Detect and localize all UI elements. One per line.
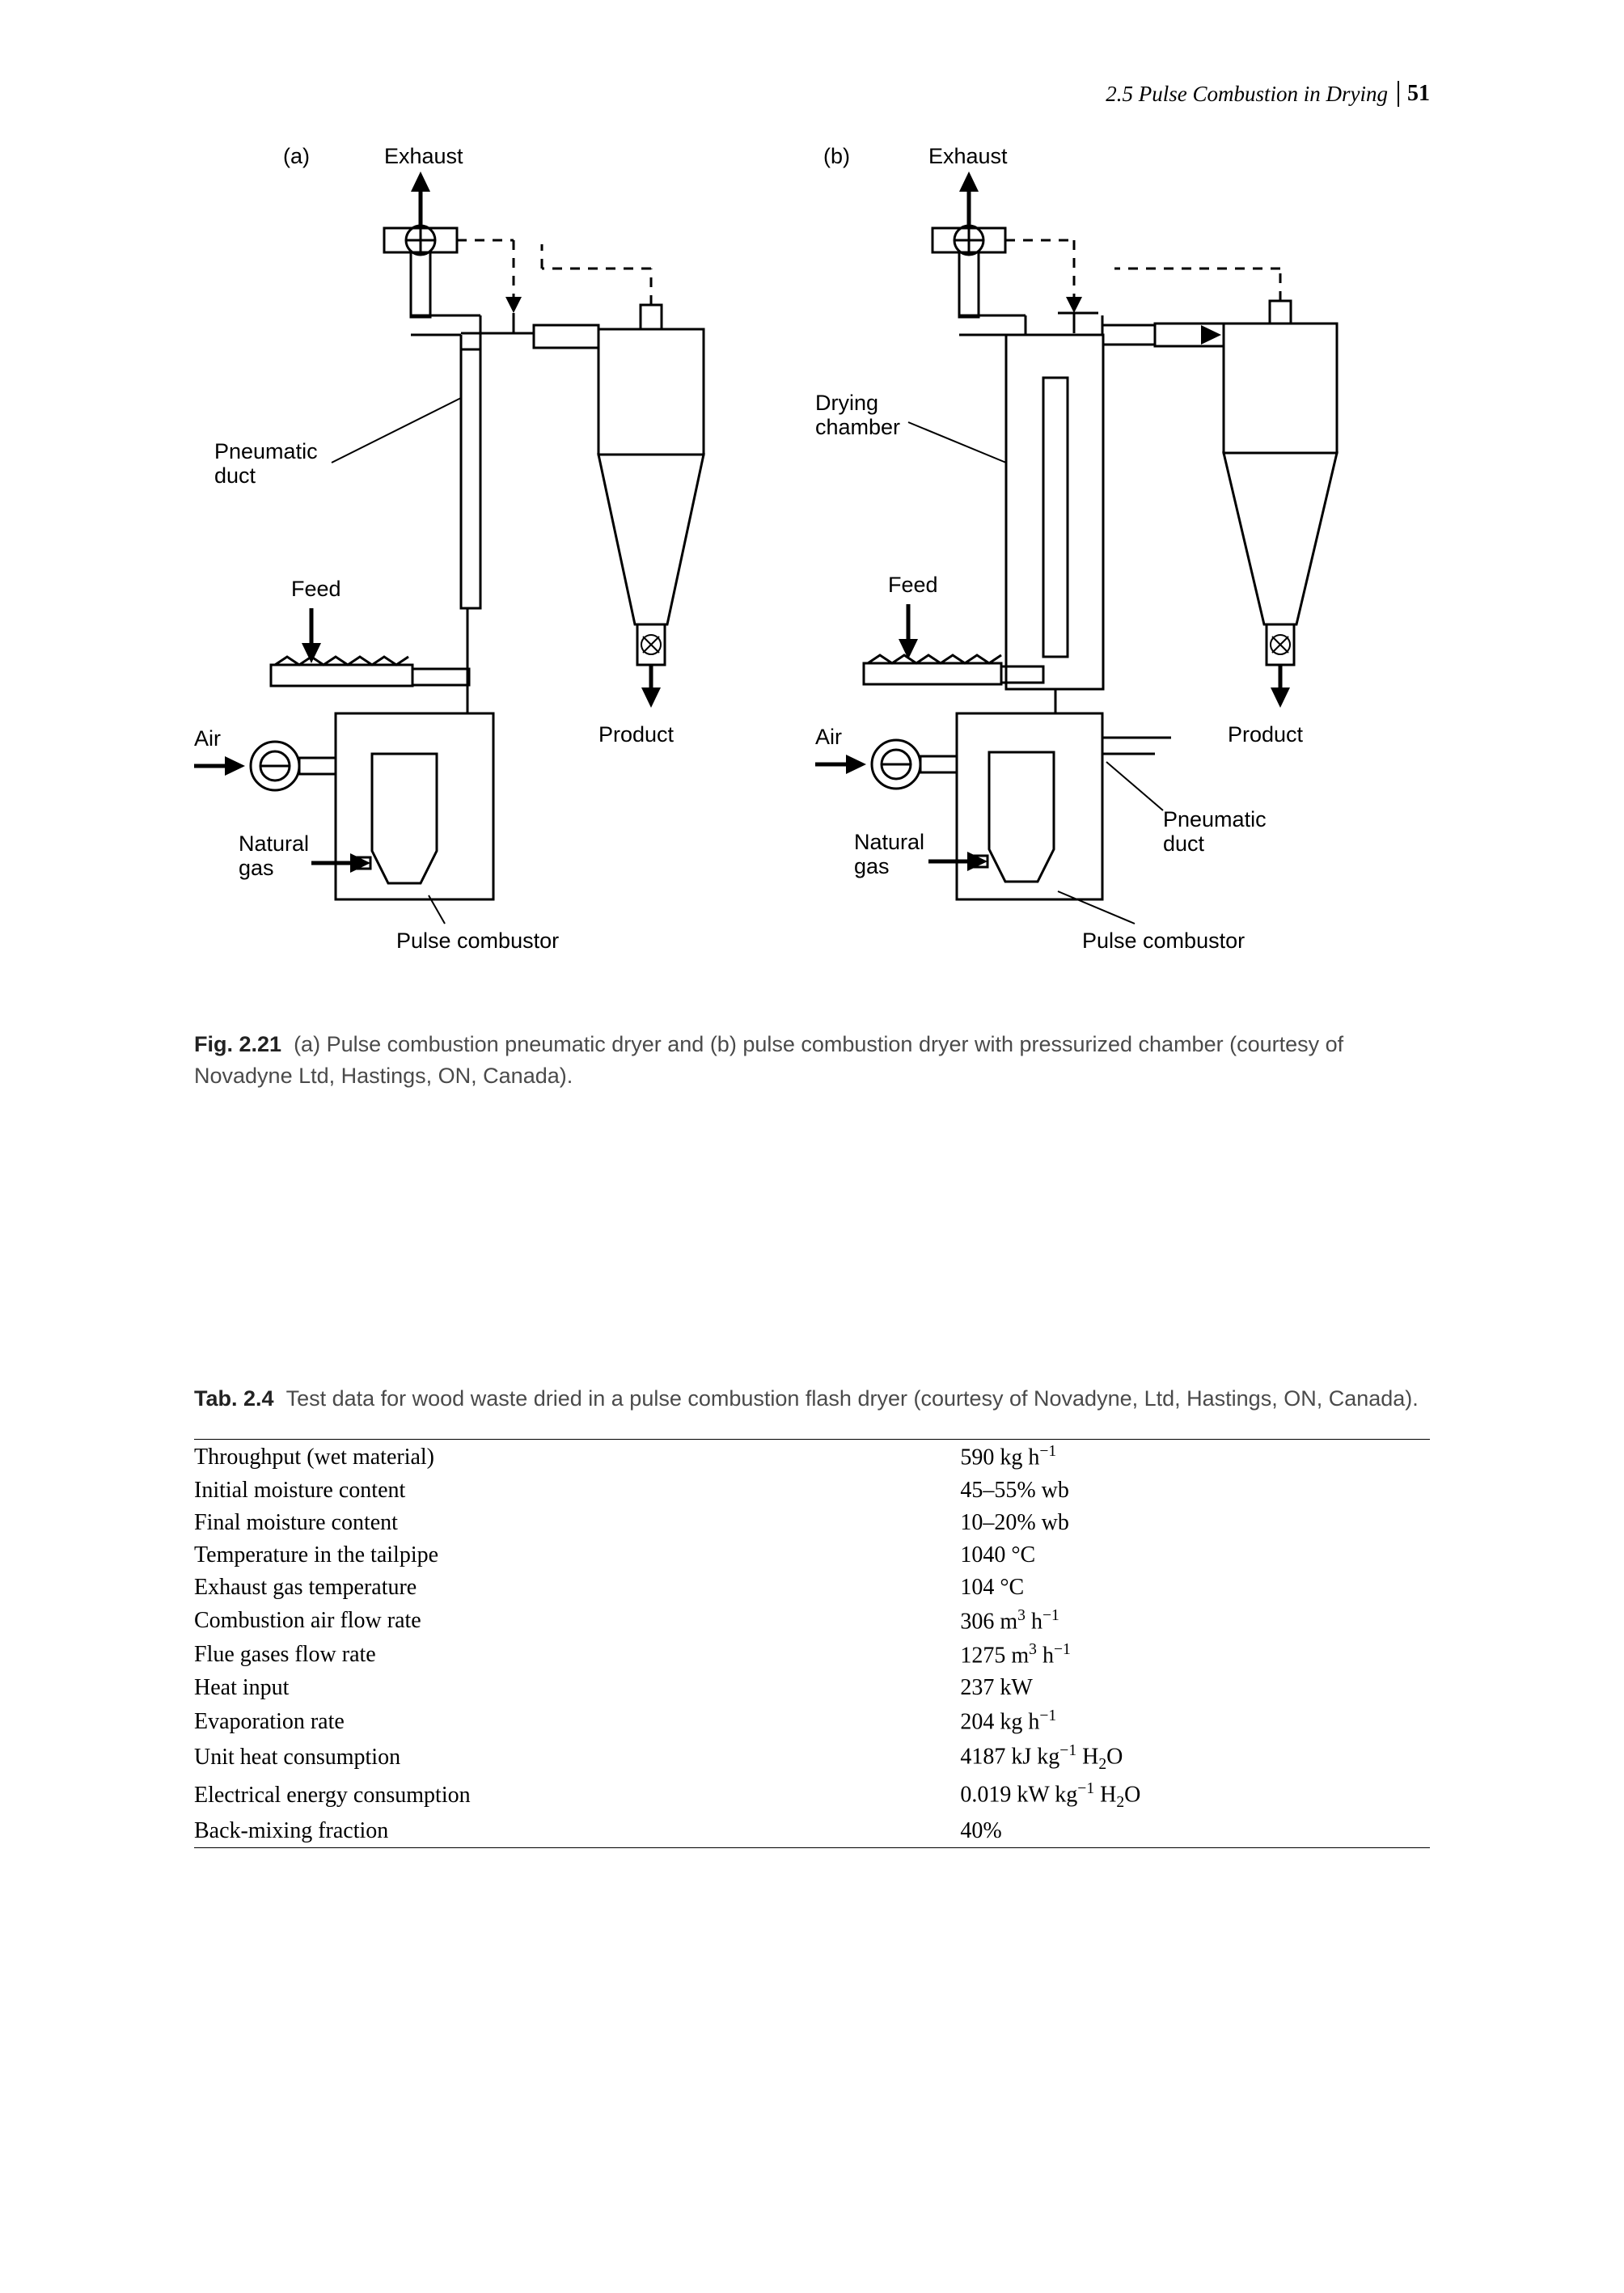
param-cell: Throughput (wet material) — [194, 1440, 960, 1474]
label-natgas-a: Natural gas — [239, 831, 315, 880]
label-pulsecomb-b: Pulse combustor — [1082, 929, 1245, 953]
label-product-a: Product — [598, 722, 675, 747]
table-row: Temperature in the tailpipe1040 °C — [194, 1539, 1430, 1572]
figure-diagrams: (a) Exhaust — [194, 139, 1430, 996]
param-cell: Flue gases flow rate — [194, 1638, 960, 1672]
table-row: Electrical energy consumption0.019 kW kg… — [194, 1777, 1430, 1815]
table-row: Final moisture content10–20% wb — [194, 1507, 1430, 1539]
label-feed-a: Feed — [291, 577, 341, 601]
value-cell: 1040 °C — [960, 1539, 1430, 1572]
param-cell: Evaporation rate — [194, 1704, 960, 1738]
value-cell: 0.019 kW kg−1 H2O — [960, 1777, 1430, 1815]
value-cell: 237 kW — [960, 1672, 1430, 1704]
param-cell: Temperature in the tailpipe — [194, 1539, 960, 1572]
label-air-b: Air — [815, 725, 842, 749]
cyclone-b — [933, 226, 1082, 313]
label-feed-b: Feed — [888, 573, 938, 597]
label-product-b: Product — [1228, 722, 1304, 747]
table-caption: Tab. 2.4 Test data for wood waste dried … — [194, 1383, 1430, 1415]
label-natgas-b: Natural gas — [854, 830, 931, 878]
table-row: Unit heat consumption4187 kJ kg−1 H2O — [194, 1739, 1430, 1777]
table-row: Flue gases flow rate1275 m3 h−1 — [194, 1638, 1430, 1672]
param-cell: Final moisture content — [194, 1507, 960, 1539]
page-number: 51 — [1398, 81, 1430, 107]
param-cell: Unit heat consumption — [194, 1739, 960, 1777]
label-exhaust-a: Exhaust — [384, 144, 463, 168]
figure-label: Fig. 2.21 — [194, 1032, 281, 1056]
panel-a-tag: (a) — [283, 144, 310, 168]
value-cell: 4187 kJ kg−1 H2O — [960, 1739, 1430, 1777]
diagram-panel-b: (b) Exhaust — [815, 139, 1430, 996]
param-cell: Combustion air flow rate — [194, 1604, 960, 1638]
table-row: Initial moisture content45–55% wb — [194, 1474, 1430, 1507]
value-cell: 306 m3 h−1 — [960, 1604, 1430, 1638]
table-label: Tab. 2.4 — [194, 1386, 274, 1411]
product-cyclone-a — [534, 244, 704, 708]
table-caption-text: Test data for wood waste dried in a puls… — [286, 1386, 1419, 1411]
label-pneumatic-b: Pneumatic duct — [1163, 807, 1272, 856]
figure-caption: Fig. 2.21 (a) Pulse combustion pneumatic… — [194, 1029, 1430, 1092]
value-cell: 1275 m3 h−1 — [960, 1638, 1430, 1672]
figure-caption-text: (a) Pulse combustion pneumatic dryer and… — [194, 1032, 1343, 1088]
page-header: 2.5 Pulse Combustion in Drying 51 — [194, 81, 1430, 107]
value-cell: 104 °C — [960, 1572, 1430, 1604]
table-row: Exhaust gas temperature104 °C — [194, 1572, 1430, 1604]
param-cell: Electrical energy consumption — [194, 1777, 960, 1815]
table-row: Heat input237 kW — [194, 1672, 1430, 1704]
value-cell: 10–20% wb — [960, 1507, 1430, 1539]
value-cell: 204 kg h−1 — [960, 1704, 1430, 1738]
label-pulsecomb-a: Pulse combustor — [396, 929, 559, 953]
value-cell: 40% — [960, 1815, 1430, 1848]
table-row: Throughput (wet material)590 kg h−1 — [194, 1440, 1430, 1474]
data-table: Throughput (wet material)590 kg h−1Initi… — [194, 1439, 1430, 1847]
product-cyclone-b — [1114, 269, 1337, 708]
param-cell: Heat input — [194, 1672, 960, 1704]
label-pneumatic-a: Pneumatic duct — [214, 439, 324, 488]
cyclone-a — [384, 226, 522, 313]
section-title: 2.5 Pulse Combustion in Drying — [1106, 82, 1388, 107]
value-cell: 45–55% wb — [960, 1474, 1430, 1507]
param-cell: Back-mixing fraction — [194, 1815, 960, 1848]
label-air-a: Air — [194, 726, 221, 751]
table-row: Combustion air flow rate306 m3 h−1 — [194, 1604, 1430, 1638]
table-row: Back-mixing fraction40% — [194, 1815, 1430, 1848]
label-exhaust-b: Exhaust — [928, 144, 1008, 168]
value-cell: 590 kg h−1 — [960, 1440, 1430, 1474]
param-cell: Initial moisture content — [194, 1474, 960, 1507]
label-drying-chamber: Drying chamber — [815, 391, 900, 439]
param-cell: Exhaust gas temperature — [194, 1572, 960, 1604]
panel-b-tag: (b) — [823, 144, 850, 168]
table-row: Evaporation rate204 kg h−1 — [194, 1704, 1430, 1738]
diagram-panel-a: (a) Exhaust — [194, 139, 793, 996]
